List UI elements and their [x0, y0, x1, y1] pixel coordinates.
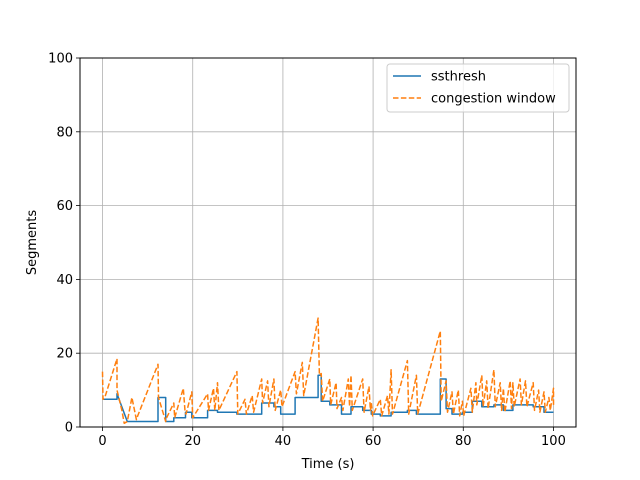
series-line-congestion-window	[101, 317, 555, 425]
y-tick-label: 20	[56, 347, 73, 362]
x-tick-label: 60	[365, 434, 382, 449]
y-axis-label: Segments	[25, 210, 40, 276]
legend-label-congestion-window: congestion window	[431, 92, 556, 107]
x-tick-label: 80	[455, 434, 472, 449]
legend: ssthresh congestion window	[386, 63, 570, 113]
y-tick-label: 0	[65, 421, 73, 436]
plot-frame	[79, 57, 577, 428]
x-tick-label: 100	[541, 434, 566, 449]
x-tick-label: 40	[275, 434, 292, 449]
x-tick-label: 0	[98, 434, 106, 449]
series-lines	[101, 317, 555, 425]
y-tick-label: 80	[56, 125, 73, 140]
axis-ticks: 0 20 40 60 80 100 0 20 40 60 80 100	[48, 52, 566, 450]
y-tick-label: 100	[48, 52, 73, 67]
legend-box	[386, 63, 570, 113]
x-tick-label: 20	[184, 434, 201, 449]
y-tick-label: 40	[56, 273, 73, 288]
y-tick-label: 60	[56, 199, 73, 214]
legend-label-ssthresh: ssthresh	[431, 70, 486, 85]
x-axis-label: Time (s)	[301, 457, 355, 472]
